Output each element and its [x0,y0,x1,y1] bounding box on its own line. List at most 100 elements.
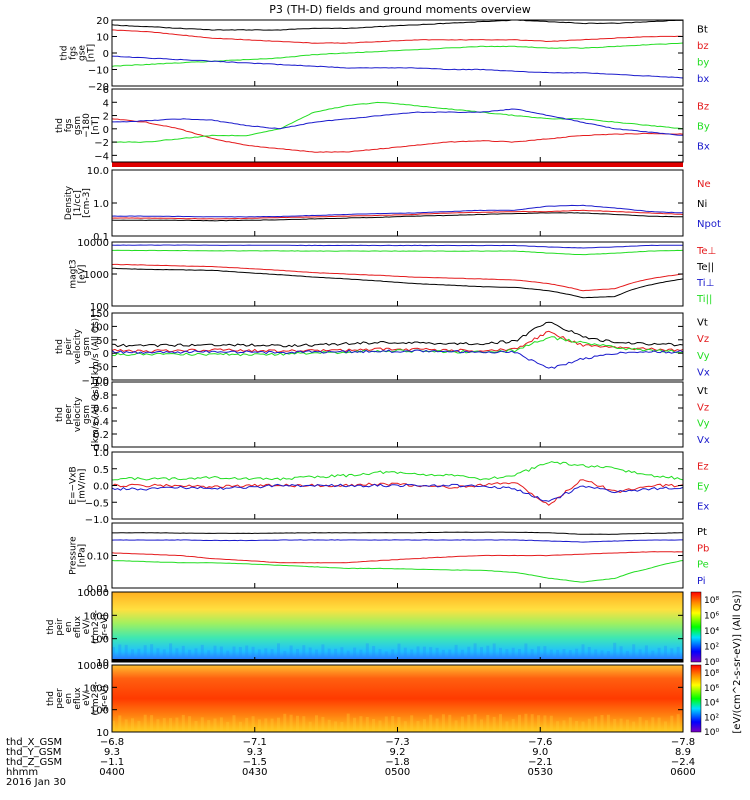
spectrogram-stripe [264,718,268,732]
spectrogram-stripe [473,714,477,732]
x-row-label: thd_X_GSM [6,737,62,748]
spectrogram-stripe [625,719,629,732]
spectrogram-stripe [124,719,128,732]
series-line-bz [111,29,684,44]
spectrogram-stripe [556,721,560,732]
spectrogram-stripe [207,720,211,732]
spectrogram-stripe [302,716,306,732]
spectrogram-stripe [391,649,395,662]
y-tick-label: −0.5 [85,498,109,509]
spectrogram-stripe [372,719,376,732]
y-axis-label: fgs [69,46,79,60]
colorbar-tick-label: 10² [704,713,719,723]
y-axis-label: sr-eV) [100,685,110,711]
spectrogram-stripe [378,720,382,732]
spectrogram-stripe [625,650,629,662]
spectrogram-stripe [308,721,312,732]
spectrogram-stripe [372,646,376,662]
spectrogram-stripe [213,718,217,732]
spectrogram-stripe [619,646,623,662]
spectrogram-stripe [670,715,674,732]
y-axis-label: thd [55,118,65,133]
colorbar-gradient [690,664,702,733]
series-line-pi [111,539,683,543]
spectrogram-stripe [568,650,572,662]
colorbar-tick-label: 10⁸ [704,596,719,606]
spectrogram-stripe [245,645,249,662]
spectrogram-stripe [524,643,528,662]
y-axis-label: eflux [73,615,83,638]
spectrogram-stripe [492,716,496,732]
y-axis-label: [eV] [78,265,88,284]
colorbar-tick-label: 10⁴ [704,699,719,709]
series-line-ni [111,212,683,222]
spectrogram-stripe [245,717,249,732]
spectrogram-stripe [600,650,604,662]
y-axis-label: [cm-3] [82,188,92,218]
y-axis-label: [mV/m] [78,469,88,503]
y-axis-label: thd [46,620,56,635]
spectrogram-stripe [664,645,667,662]
y-axis-label: −180 [82,113,92,138]
x-row-label: 2016 Jan 30 [6,777,66,788]
spectrogram-stripe [562,649,566,662]
spectrogram-stripe [200,717,204,732]
spectrogram-stripe [150,644,154,662]
spectrogram-stripe [422,646,426,662]
spectrogram-stripe [435,718,439,732]
series-line-npot [111,204,683,218]
spectrogram-stripe [518,649,521,662]
y-tick-label: 0.10 [87,552,109,563]
spectrogram-stripe [651,650,655,662]
y-axis-label: [km/s (All Qs)] [91,382,101,446]
spectrogram-stripe [118,644,122,662]
spectrogram-stripe [384,716,388,732]
series-line-te [112,267,684,299]
y-axis-label: peir [55,618,65,636]
spectrogram-stripe [441,649,445,662]
chart-title: P3 (TH-D) fields and ground moments over… [269,3,531,16]
spectrogram-stripe [384,651,388,662]
colorbar-tick-label: 10⁰ [704,728,719,738]
mode-bar [112,162,683,167]
legend-entry: Pi [697,576,706,587]
y-axis-label: [nT] [87,44,97,62]
legend-entry: bx [697,74,709,85]
spectrogram-stripe [600,715,604,732]
spectrogram-stripe [429,714,433,732]
spectrogram-stripe [473,643,477,662]
spectrogram-stripe [257,719,261,732]
spectrogram-stripe [219,646,223,662]
y-tick-label: 100 [90,322,109,333]
spectrogram-stripe [270,649,274,662]
spectrogram-stripe [340,721,344,732]
spectrogram-stripe [613,719,617,732]
x-tick-label: 0400 [99,767,124,778]
panel-frame [111,19,684,87]
spectrogram-stripe [296,715,299,732]
y-axis-label: Density [64,185,74,220]
y-tick-label: −20 [88,82,109,93]
colorbar-top: 10⁸ 10⁶ 10⁴ 10² 10⁰ [690,591,719,668]
spectrogram-stripe [511,719,515,732]
spectrogram-stripe [277,643,280,662]
spectrogram-stripe [188,649,192,662]
spectrogram-stripe [156,648,160,662]
x-row-label: thd_Z_GSM [6,757,62,768]
y-tick-label: 0.0 [93,443,109,454]
spectrogram-stripe [283,713,287,732]
spectrogram-stripe [638,649,642,662]
legend-entry: Vx [697,435,710,446]
spectrogram-stripe [251,646,255,662]
series-line-ez [111,479,684,506]
legend-entry: Bx [697,142,710,153]
spectrogram-stripe [480,647,483,662]
series-line-vt [111,321,684,348]
y-axis-label: (cm2-s- [91,610,101,644]
spectrogram-stripe [143,714,147,732]
legend-entry: Vy [697,351,710,362]
spectrogram-stripe [327,719,331,732]
spectrogram-stripe [232,646,236,662]
series-line-vy [111,336,684,357]
y-axis-label: eflux [73,687,83,710]
